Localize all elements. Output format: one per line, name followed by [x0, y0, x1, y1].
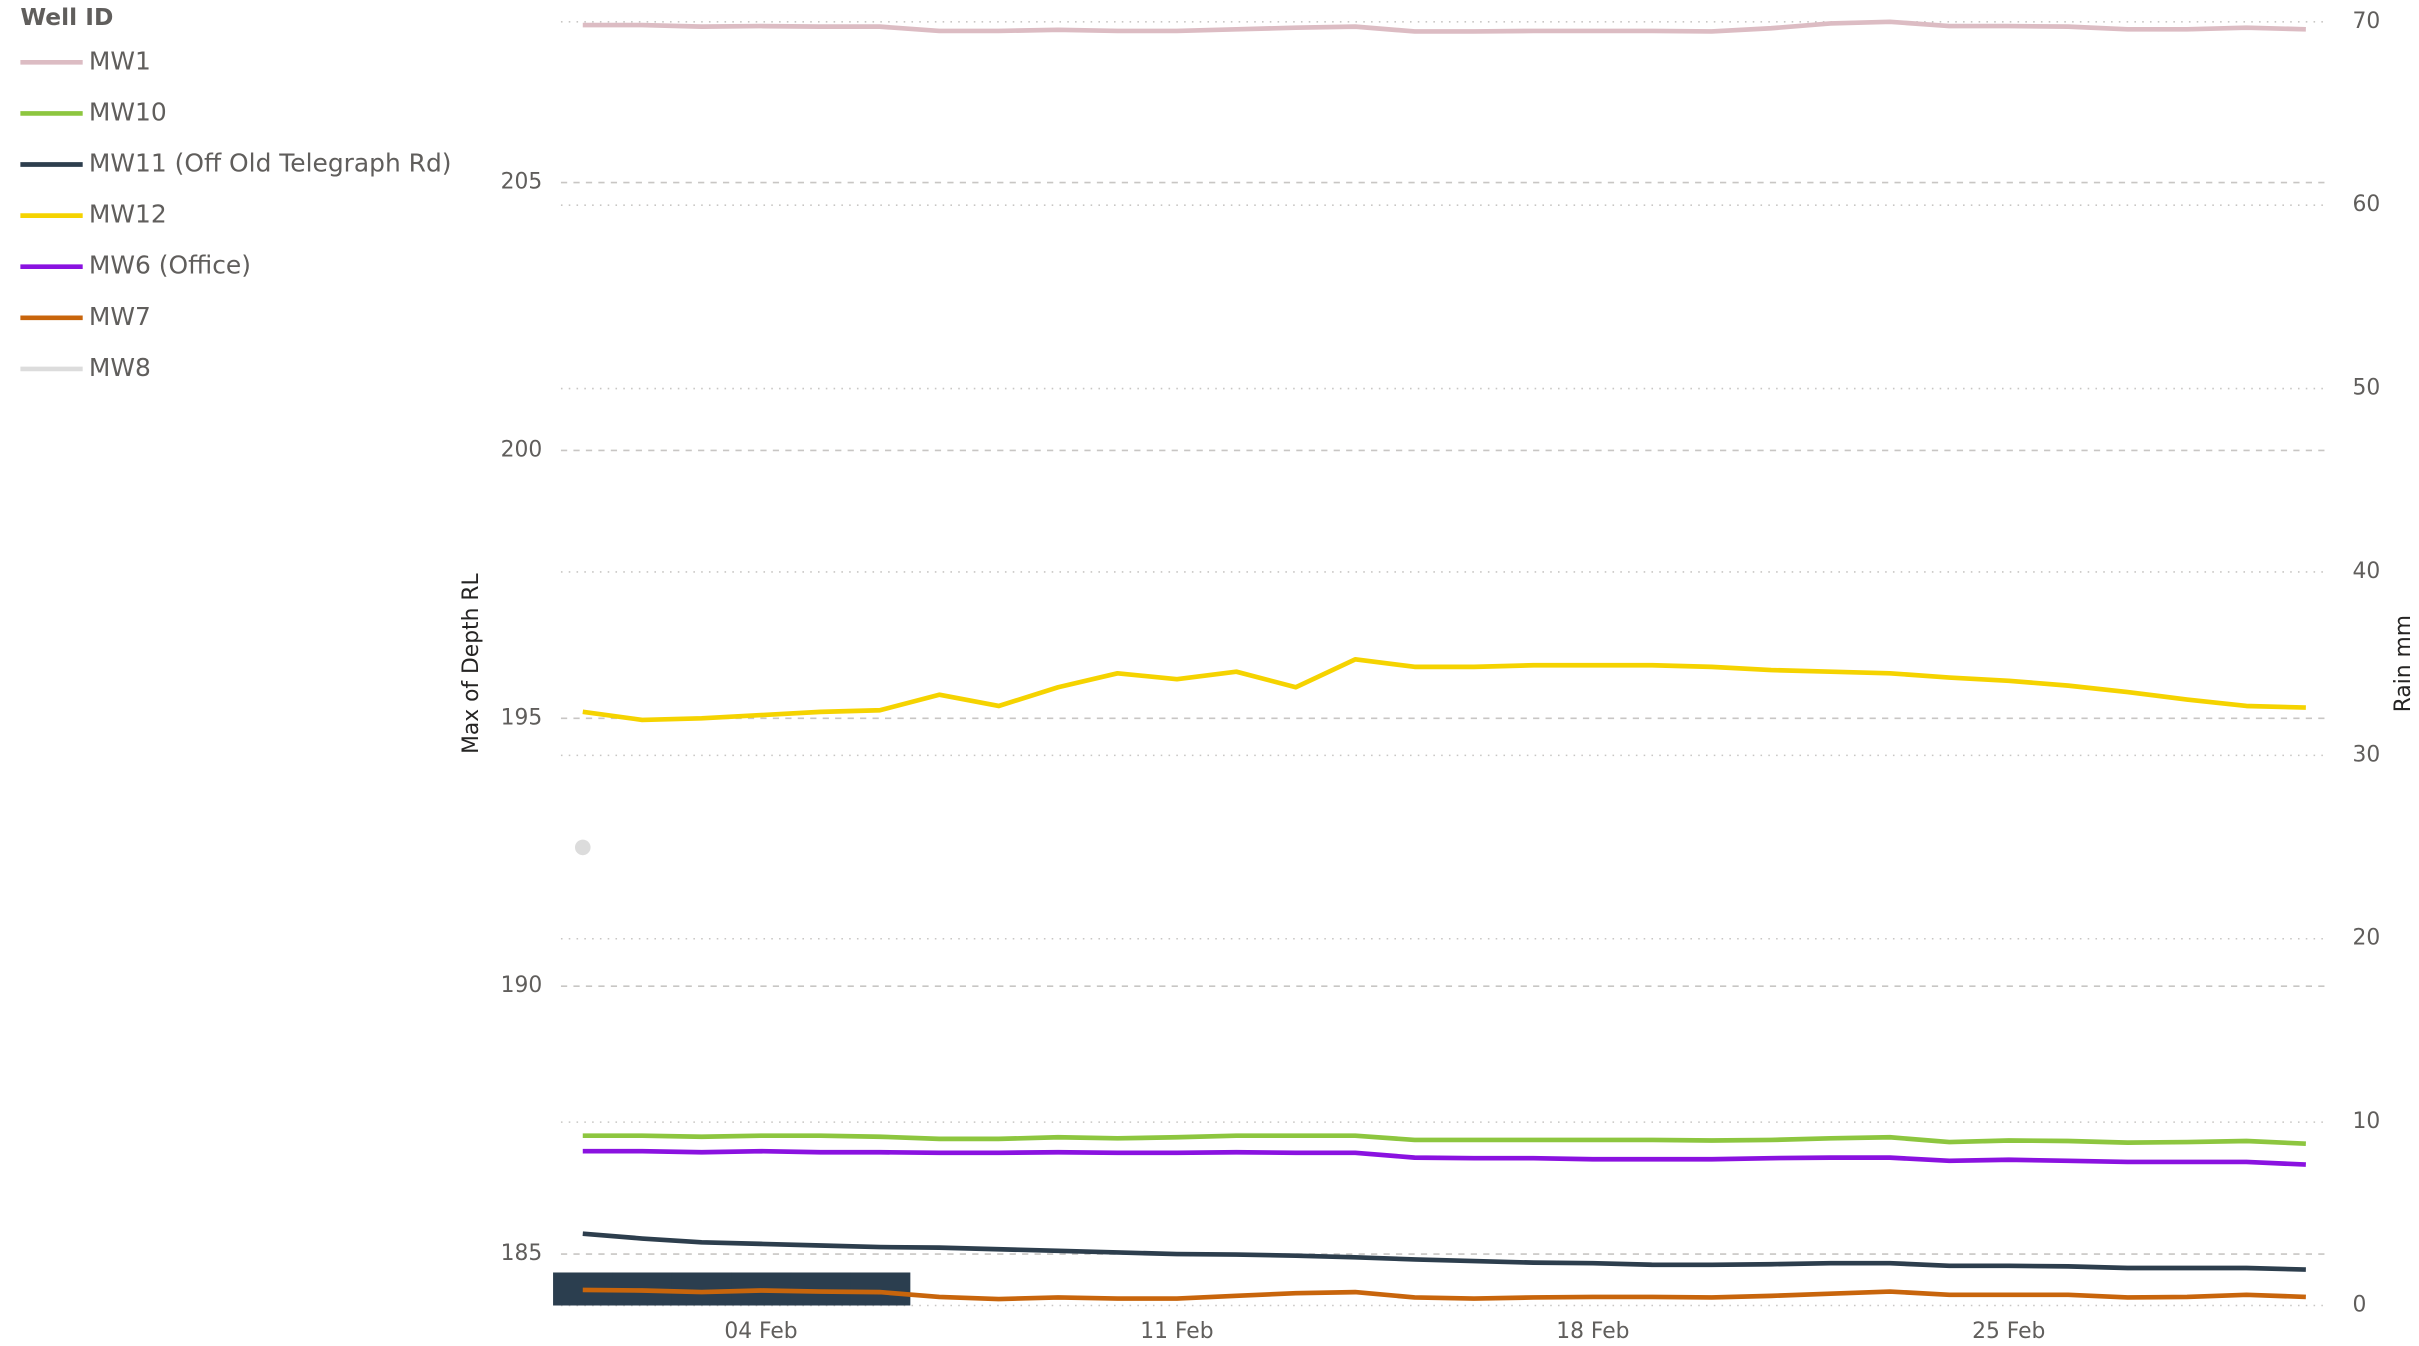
y-tick-label: 195 — [501, 705, 543, 730]
legend-label: MW7 — [89, 302, 151, 331]
y2-tick-label: 70 — [2353, 9, 2381, 34]
series-line — [582, 19, 2306, 34]
legend-label: MW11 (Off Old Telegraph Rd) — [89, 149, 452, 178]
y-tick-label: 200 — [501, 437, 543, 462]
series-line — [582, 657, 2306, 723]
legend-label: MW1 — [89, 46, 151, 75]
legend-label: MW10 — [89, 97, 167, 126]
x-tick-label: 18 Feb — [1556, 1319, 1629, 1344]
legend-label: MW8 — [89, 353, 151, 382]
y2-axis-label: Rain mm — [2391, 615, 2416, 712]
y2-tick-label: 50 — [2353, 376, 2381, 401]
y-axis-label: Max of Depth RL — [459, 573, 484, 754]
legend-label: MW12 — [89, 200, 167, 229]
legend-label: MW6 (Office) — [89, 251, 251, 280]
y2-tick-label: 60 — [2353, 192, 2381, 217]
series-point — [574, 839, 591, 856]
x-tick-label: 04 Feb — [724, 1319, 797, 1344]
y2-tick-label: 10 — [2353, 1109, 2381, 1134]
x-tick-label: 11 Feb — [1140, 1319, 1213, 1344]
rain-bar — [671, 1272, 733, 1306]
y2-tick-label: 40 — [2353, 559, 2381, 584]
series-line — [582, 1287, 2306, 1302]
rain-bar — [850, 1272, 911, 1306]
legend-title: Well ID — [20, 3, 113, 31]
y-tick-label: 190 — [501, 973, 543, 998]
y-tick-label: 185 — [501, 1241, 543, 1266]
y2-tick-label: 30 — [2353, 742, 2381, 767]
series-line — [582, 1148, 2306, 1167]
x-tick-label: 25 Feb — [1972, 1319, 2045, 1344]
y2-tick-label: 0 — [2353, 1292, 2367, 1317]
series-line — [582, 1231, 2306, 1272]
y2-tick-label: 20 — [2353, 926, 2381, 951]
y-tick-label: 205 — [501, 170, 543, 195]
series-line — [582, 1133, 2306, 1147]
